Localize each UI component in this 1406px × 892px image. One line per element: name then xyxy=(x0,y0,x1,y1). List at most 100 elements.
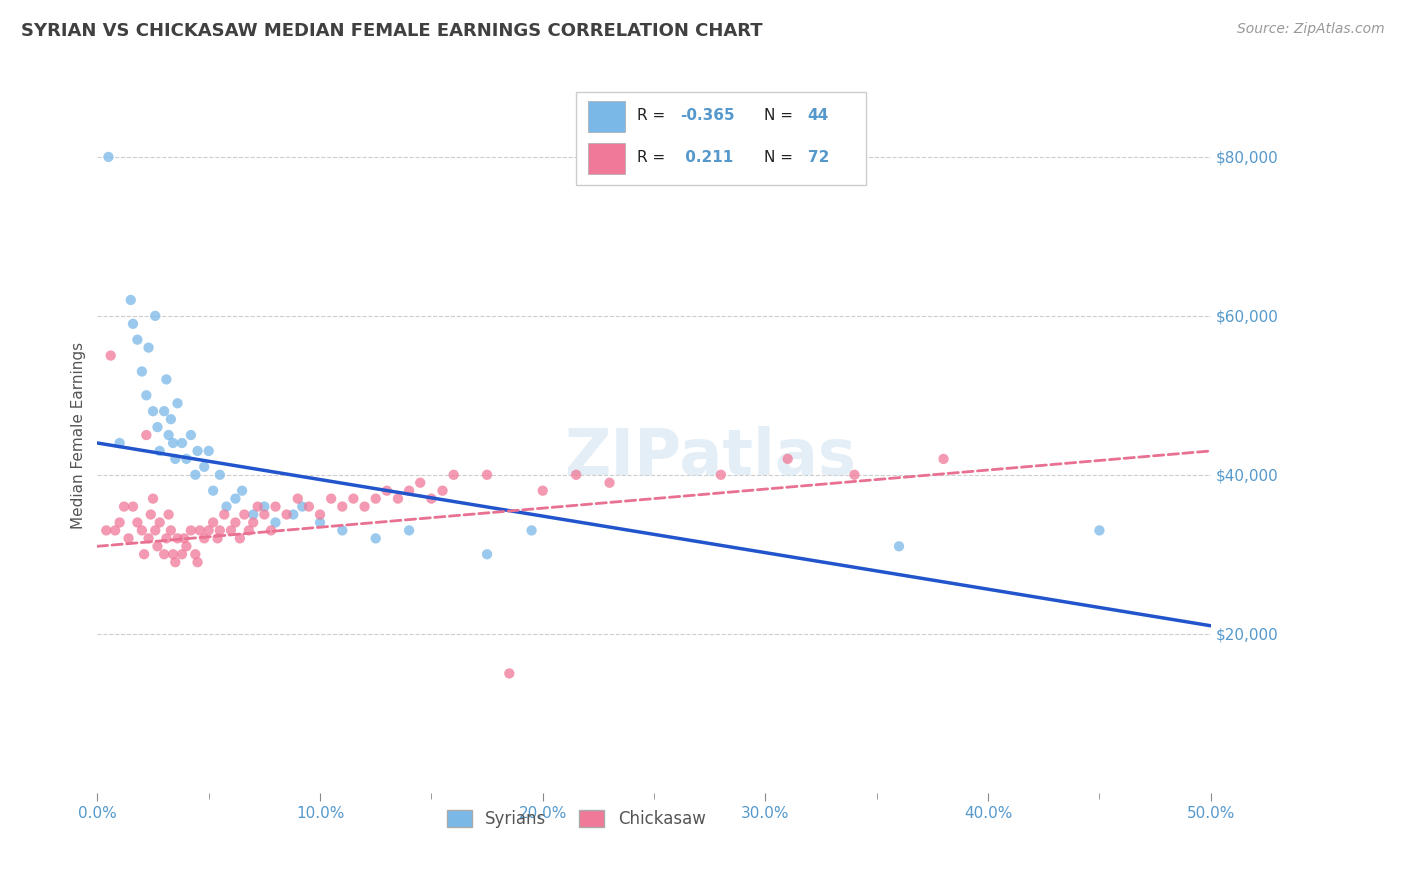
Point xyxy=(97,150,120,164)
Point xyxy=(253,500,276,514)
Point xyxy=(1088,524,1111,538)
Point xyxy=(264,516,287,530)
Point xyxy=(498,666,520,681)
Point xyxy=(162,547,184,561)
Point xyxy=(138,532,160,546)
Point xyxy=(229,532,252,546)
Point xyxy=(173,532,195,546)
Point xyxy=(321,491,343,506)
Point xyxy=(170,547,193,561)
Point xyxy=(887,539,910,553)
Point xyxy=(238,524,260,538)
Point xyxy=(283,508,305,522)
Point xyxy=(184,467,207,482)
Point xyxy=(149,444,172,458)
Legend: Syrians, Chickasaw: Syrians, Chickasaw xyxy=(440,803,713,834)
Point xyxy=(146,420,169,434)
Point xyxy=(475,467,498,482)
Point xyxy=(120,293,142,307)
Point xyxy=(298,500,321,514)
Point xyxy=(193,459,215,474)
Point xyxy=(166,532,188,546)
Point xyxy=(193,532,215,546)
Y-axis label: Median Female Earnings: Median Female Earnings xyxy=(72,342,86,529)
Point xyxy=(375,483,398,498)
Point xyxy=(149,516,172,530)
Point xyxy=(143,524,166,538)
Point xyxy=(202,516,225,530)
Point xyxy=(364,532,387,546)
Point xyxy=(475,547,498,561)
Point xyxy=(131,524,153,538)
Point xyxy=(142,491,165,506)
Point xyxy=(135,428,157,442)
Text: ZIPatlas: ZIPatlas xyxy=(564,425,856,488)
Point xyxy=(155,532,177,546)
Point xyxy=(160,524,183,538)
Point xyxy=(100,349,122,363)
Point xyxy=(122,500,145,514)
Point xyxy=(215,500,238,514)
Point xyxy=(202,483,225,498)
Point xyxy=(142,404,165,418)
Point xyxy=(157,508,180,522)
Point xyxy=(264,500,287,514)
Point xyxy=(520,524,543,538)
Point xyxy=(134,547,156,561)
Point xyxy=(224,491,246,506)
Point xyxy=(187,555,209,569)
Point xyxy=(932,451,955,466)
Point xyxy=(353,500,375,514)
Point xyxy=(104,524,127,538)
Point xyxy=(112,500,135,514)
Point xyxy=(253,508,276,522)
Point xyxy=(96,524,118,538)
Point xyxy=(330,500,353,514)
Point xyxy=(165,555,187,569)
Point xyxy=(127,516,149,530)
Point xyxy=(287,491,309,506)
Point xyxy=(108,436,131,450)
Point xyxy=(309,516,332,530)
Point xyxy=(309,508,332,522)
Point xyxy=(565,467,588,482)
Point xyxy=(143,309,166,323)
Point xyxy=(207,532,229,546)
Point xyxy=(197,524,219,538)
Text: Source: ZipAtlas.com: Source: ZipAtlas.com xyxy=(1237,22,1385,37)
Point xyxy=(197,444,219,458)
Point xyxy=(184,547,207,561)
Point xyxy=(260,524,283,538)
Point xyxy=(139,508,162,522)
Point xyxy=(122,317,145,331)
Point xyxy=(330,524,353,538)
Point xyxy=(160,412,183,426)
Point xyxy=(153,547,176,561)
Point xyxy=(231,483,253,498)
Point xyxy=(208,467,231,482)
Point xyxy=(108,516,131,530)
Point xyxy=(224,516,246,530)
Point xyxy=(131,364,153,378)
Point xyxy=(531,483,554,498)
Point xyxy=(214,508,236,522)
Point xyxy=(387,491,409,506)
Point xyxy=(188,524,211,538)
Point xyxy=(138,341,160,355)
Point xyxy=(242,508,264,522)
Point xyxy=(233,508,256,522)
Point xyxy=(420,491,443,506)
Point xyxy=(710,467,733,482)
Point xyxy=(398,524,420,538)
Point xyxy=(146,539,169,553)
Point xyxy=(127,333,149,347)
Point xyxy=(599,475,621,490)
Point xyxy=(176,539,198,553)
Point xyxy=(276,508,298,522)
Point xyxy=(776,451,799,466)
Point xyxy=(246,500,269,514)
Point xyxy=(398,483,420,498)
Point xyxy=(342,491,364,506)
Point xyxy=(176,451,198,466)
Point xyxy=(291,500,314,514)
